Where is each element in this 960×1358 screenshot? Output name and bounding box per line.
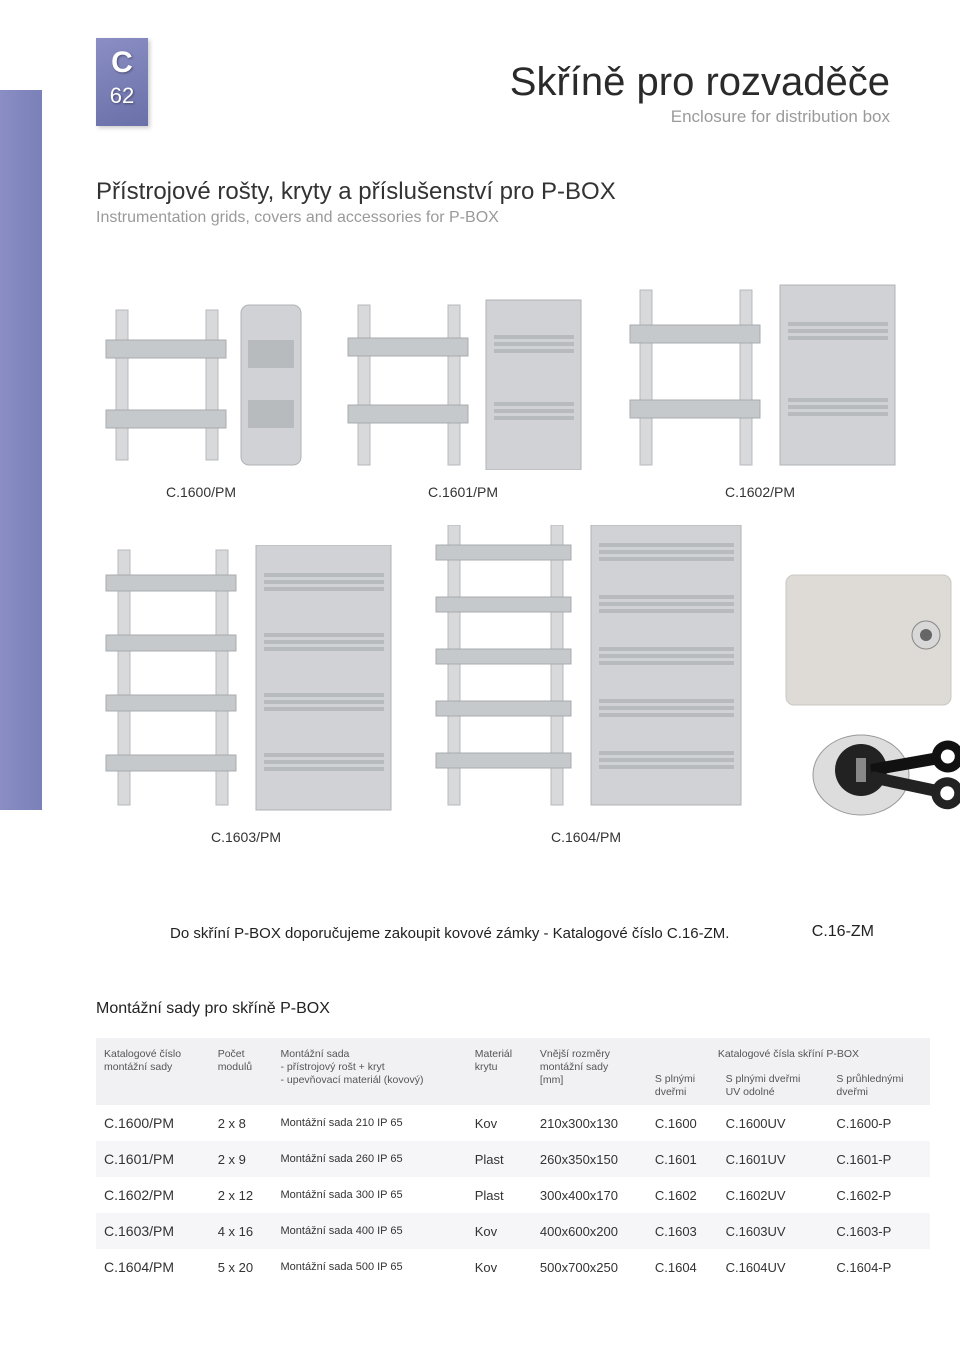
product-image [338, 290, 588, 470]
th-material: Materiál krytu [467, 1038, 532, 1105]
section-heading-cz: Přístrojové rošty, kryty a příslušenství… [96, 178, 616, 206]
page-title-block: Skříně pro rozvaděče Enclosure for distr… [510, 60, 890, 127]
table-cell: 2 x 9 [210, 1141, 273, 1177]
th-modules: Počet modulů [210, 1038, 273, 1105]
table-cell: C.1600UV [718, 1105, 829, 1141]
product-row-1: C.1600/PM C.1601/PM [96, 275, 900, 500]
product-c1601pm: C.1601/PM [338, 290, 588, 500]
product-code: C.1603/PM [211, 829, 281, 845]
table-cell: C.1604UV [718, 1249, 829, 1285]
side-accent-bar [0, 90, 42, 810]
table-cell: C.1602/PM [96, 1177, 210, 1213]
table-cell: 300x400x170 [532, 1177, 647, 1213]
product-code: C.1602/PM [725, 484, 795, 500]
table-cell: C.1604-P [828, 1249, 930, 1285]
page-title: Skříně pro rozvaděče [510, 60, 890, 105]
table-cell: 260x350x150 [532, 1141, 647, 1177]
table-cell: C.1602UV [718, 1177, 829, 1213]
table-cell: C.1603-P [828, 1213, 930, 1249]
table-body: C.1600/PM2 x 8Montážní sada 210 IP 65Kov… [96, 1105, 930, 1285]
table-cell: C.1601/PM [96, 1141, 210, 1177]
product-image [96, 545, 396, 815]
product-c1600pm: C.1600/PM [96, 290, 306, 500]
table-cell: Kov [467, 1105, 532, 1141]
product-c1604pm: C.1604/PM [426, 525, 746, 845]
product-c1602pm: C.1602/PM [620, 280, 900, 500]
table-cell: C.1601UV [718, 1141, 829, 1177]
page-subtitle: Enclosure for distribution box [510, 107, 890, 127]
table-cell: 400x600x200 [532, 1213, 647, 1249]
table-cell: C.1600-P [828, 1105, 930, 1141]
table-row: C.1604/PM5 x 20Montážní sada 500 IP 65Ko… [96, 1249, 930, 1285]
table-cell: 4 x 16 [210, 1213, 273, 1249]
catalog-page: C 62 Skříně pro rozvaděče Enclosure for … [0, 0, 960, 1358]
th-group: Katalogové čísla skříní P-BOX [647, 1038, 930, 1067]
table-cell: C.1602-P [828, 1177, 930, 1213]
table-cell: Plast [467, 1141, 532, 1177]
table-cell: C.1603/PM [96, 1213, 210, 1249]
table-cell: C.1602 [647, 1177, 718, 1213]
table-cell: C.1600/PM [96, 1105, 210, 1141]
th-transparent: S průhlednými dveřmi [828, 1067, 930, 1105]
th-dims: Vnější rozměry montážní sady [mm] [532, 1038, 647, 1105]
product-row-2: C.1603/PM C.1604/PM [96, 540, 900, 845]
table-row: C.1600/PM2 x 8Montážní sada 210 IP 65Kov… [96, 1105, 930, 1141]
product-code: C.1600/PM [166, 484, 236, 500]
table-cell: Plast [467, 1177, 532, 1213]
table-cell: 500x700x250 [532, 1249, 647, 1285]
table-cell: Kov [467, 1249, 532, 1285]
lock-illustration [776, 555, 960, 845]
table-title: Montážní sady pro skříně P-BOX [96, 1000, 330, 1018]
section-heading: Přístrojové rošty, kryty a příslušenství… [96, 178, 616, 227]
table-cell: Kov [467, 1213, 532, 1249]
badge-number: 62 [96, 83, 148, 109]
table-cell: 2 x 8 [210, 1105, 273, 1141]
section-heading-en: Instrumentation grids, covers and access… [96, 209, 616, 227]
table-row: C.1603/PM4 x 16Montážní sada 400 IP 65Ko… [96, 1213, 930, 1249]
table-cell: C.1604 [647, 1249, 718, 1285]
table-cell: C.1603UV [718, 1213, 829, 1249]
product-image [426, 525, 746, 815]
product-image [620, 280, 900, 470]
th-catalog-no: Katalogové číslo montážní sady [96, 1038, 210, 1105]
lock-code-label: C.16-ZM [812, 923, 874, 941]
table-row: C.1601/PM2 x 9Montážní sada 260 IP 65Pla… [96, 1141, 930, 1177]
table-cell: C.1600 [647, 1105, 718, 1141]
table-cell: Montážní sada 210 IP 65 [273, 1105, 467, 1141]
table-cell: C.1601 [647, 1141, 718, 1177]
table-cell: C.1603 [647, 1213, 718, 1249]
product-code: C.1601/PM [428, 484, 498, 500]
table-cell: 210x300x130 [532, 1105, 647, 1141]
table-cell: C.1604/PM [96, 1249, 210, 1285]
mounting-kits-table: Katalogové číslo montážní sady Počet mod… [96, 1038, 930, 1285]
section-badge: C 62 [96, 38, 148, 126]
table-cell: Montážní sada 500 IP 65 [273, 1249, 467, 1285]
product-image [96, 290, 306, 470]
table-cell: C.1601-P [828, 1141, 930, 1177]
table-cell: 2 x 12 [210, 1177, 273, 1213]
table-cell: 5 x 20 [210, 1249, 273, 1285]
recommendation-note: Do skříní P-BOX doporučujeme zakoupit ko… [170, 925, 729, 942]
th-solid-door: S plnými dveřmi [647, 1067, 718, 1105]
table-cell: Montážní sada 300 IP 65 [273, 1177, 467, 1213]
th-kit: Montážní sada - přístrojový rošt + kryt … [273, 1038, 467, 1105]
th-solid-uv: S plnými dveřmi UV odolné [718, 1067, 829, 1105]
badge-letter: C [96, 46, 148, 79]
table-cell: Montážní sada 400 IP 65 [273, 1213, 467, 1249]
product-c1603pm: C.1603/PM [96, 545, 396, 845]
product-code: C.1604/PM [551, 829, 621, 845]
table-cell: Montážní sada 260 IP 65 [273, 1141, 467, 1177]
table-row: C.1602/PM2 x 12Montážní sada 300 IP 65Pl… [96, 1177, 930, 1213]
